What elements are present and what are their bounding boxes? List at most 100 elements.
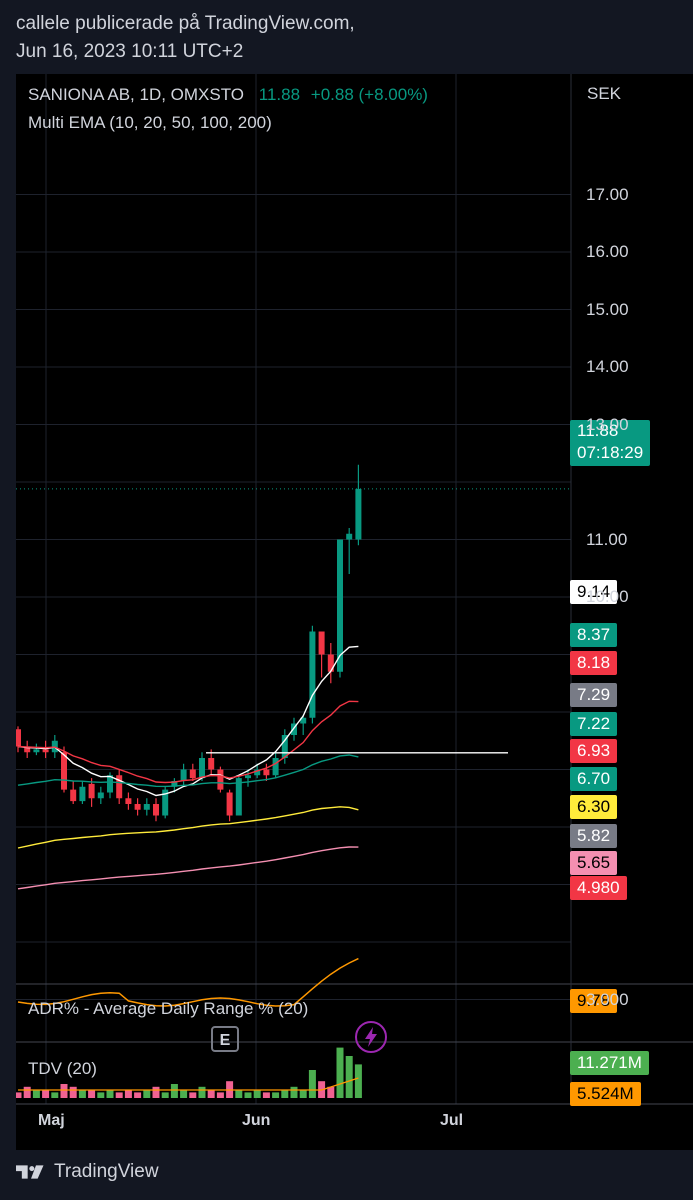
candle-body [70,789,77,802]
ema-100-line [17,806,359,849]
candle-body [171,781,178,787]
volume-bar [69,1086,77,1098]
price-scale-label: 11.88 07:18:29 [570,420,651,466]
candle-body [24,746,31,753]
volume-bar [32,1089,40,1098]
candle-body [355,488,362,540]
ema-10-line [17,645,359,797]
chart-area[interactable]: SANIONA AB, 1D, OMXSTO 11.88 +0.88 (+8.0… [16,74,693,1150]
price-scale-label: 7.22 [570,712,618,736]
price-scale-label: 11.271M [570,1051,649,1075]
tdv-legend: TDV (20) [28,1059,97,1078]
candle-body [199,758,205,779]
volume-bar [216,1092,224,1098]
symbol-name: SANIONA AB, 1D, OMXSTO [28,85,245,104]
ema-50-line [17,754,359,788]
volume-bar [16,1092,22,1098]
volume-bar [207,1089,215,1098]
price-scale-label: 5.82 [570,824,618,848]
volume-bar [235,1089,243,1098]
lightning-icon-shape [365,1027,377,1047]
price-change-text: +0.88 (+8.00%) [310,85,428,104]
candle-body [318,631,325,655]
price-scale-label: 9.78 [570,989,618,1013]
price-tick-label: 16.00 [586,242,629,261]
volume-bar [97,1092,105,1098]
volume-bar [152,1086,160,1098]
candle-body [235,778,242,816]
price-scale-label: 6.93 [570,739,618,763]
volume-bar [299,1089,307,1098]
volume-bar [336,1047,344,1098]
volume-bar [244,1092,252,1098]
candle-body [291,723,297,735]
candle-body [116,775,123,799]
volume-bar [124,1089,132,1098]
volume-bar [327,1086,335,1098]
candle-body [125,798,132,804]
earnings-badge[interactable]: E [211,1026,239,1052]
price-tick-label: 10.00 [586,587,629,606]
currency-label: SEK [587,84,622,103]
price-scale-label: 5.524M [570,1082,641,1106]
volume-bar [42,1089,50,1098]
volume-bar [345,1056,353,1098]
publish-date: Jun 16, 2023 10:11 UTC+2 [16,41,244,62]
candle-body [217,769,224,790]
candle-body [309,631,316,718]
adr-line [17,957,359,1007]
adr-legend: ADR% - Average Daily Range % (20) [28,999,309,1018]
price-scale-label: 7.29 [570,683,618,707]
volume-bar [23,1086,31,1098]
volume-bar [115,1092,123,1098]
price-tick-label: 14.00 [586,357,629,376]
volume-bar [143,1089,151,1098]
price-scale-label: 8.37 [570,623,618,647]
lightning-icon[interactable] [355,1021,387,1053]
candle-body [180,769,187,781]
price-scale-label: 6.70 [570,767,618,791]
publication-header: callele publicerade på TradingView.com, … [16,10,355,66]
volume-bar [88,1089,96,1098]
candle-body [61,752,67,790]
candle-body [337,539,343,672]
volume-bar [134,1092,142,1098]
candle-body [107,775,113,793]
volume-bar [161,1092,169,1098]
price-scale-label: 4.980 [570,876,627,900]
symbol-legend: SANIONA AB, 1D, OMXSTO 11.88 +0.88 (+8.0… [28,84,428,106]
price-scale-label: 8.18 [570,651,618,675]
candle-body [189,769,196,779]
volume-bar [78,1089,86,1098]
volume-bar [189,1092,197,1098]
candle-body [42,749,49,753]
candlestick-chart[interactable] [16,74,693,1150]
volume-bar [262,1092,270,1098]
price-tick-label: 11.00 [586,529,628,549]
volume-bar [290,1086,298,1098]
candle-body [226,792,233,816]
publisher-line: callele publicerade på TradingView.com, [16,13,355,34]
time-tick-label: Maj [38,1112,65,1129]
volume-bar [60,1084,68,1098]
candle-body [263,769,270,776]
price-tick-label: 15.00 [586,299,629,319]
candle-body [162,789,169,816]
candle-body [143,804,150,810]
footer-brand: TradingView [54,1161,159,1182]
candle-body [346,533,353,540]
footer: TradingView [16,1158,159,1186]
volume-bar [253,1089,261,1098]
price-scale-label: 5.65 [570,851,618,875]
candle-body [97,792,104,799]
volume-bar [354,1064,362,1098]
candle-body [300,717,307,724]
candle-body [327,654,334,672]
volume-bar [106,1089,114,1098]
tradingview-logo-icon [16,1165,44,1179]
volume-bar [198,1086,206,1098]
price-tick-label: 3.000 [586,989,629,1009]
candle-body [153,804,159,816]
volume-bar [272,1092,280,1098]
tdv-average-line [18,1077,359,1091]
